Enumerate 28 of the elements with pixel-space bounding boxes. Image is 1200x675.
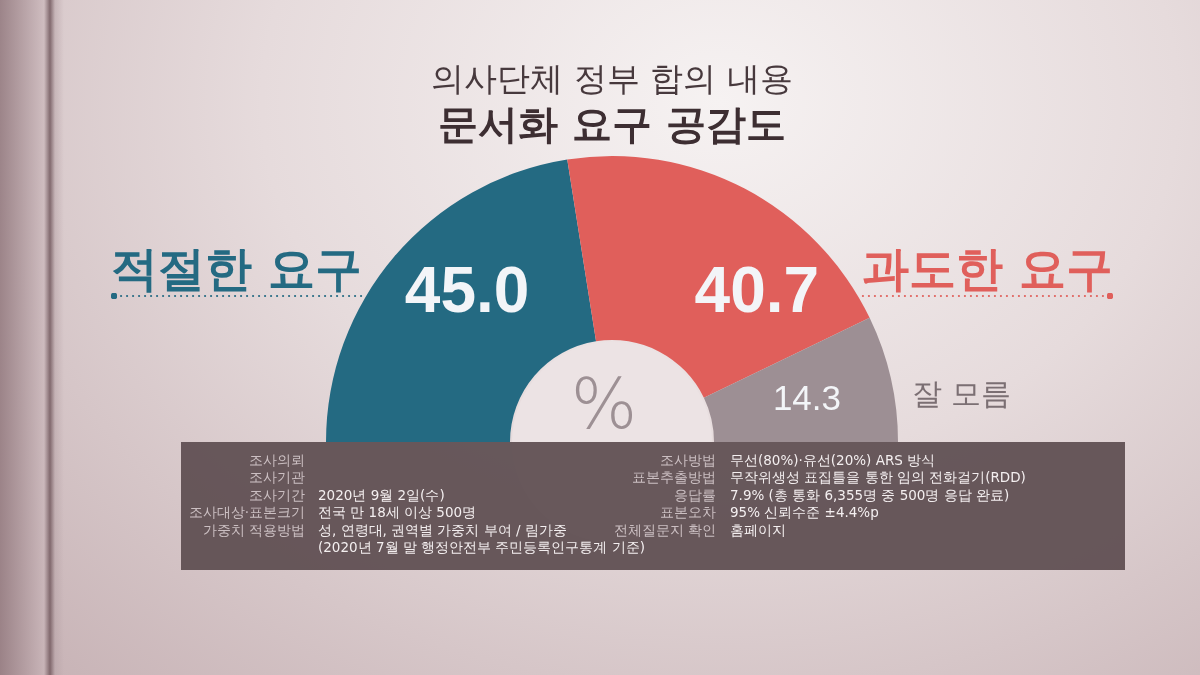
text: 가중치 적용방법 [202,521,305,538]
text: 조사대상·표본크기 [188,504,305,521]
text: 전국 만 18세 이상 500명 [318,504,477,521]
chart-title: 의사단체 정부 합의 내용 [431,59,793,98]
text: 조사기관 [249,469,305,486]
data-label: 40.7 [694,254,820,326]
data-label: 14.3 [772,377,842,417]
text: 전체질문지 확인 [613,521,716,538]
data-label: 45.0 [404,254,530,326]
text: 7.9% (총 통화 6,355명 중 500명 응답 완료) [730,486,1010,503]
text: 홈페이지 [730,521,786,538]
text: 응답률 [674,486,716,503]
text: 무작위생성 표집틀을 통한 임의 전화걸기(RDD) [730,469,1026,486]
text: 95% 신뢰수준 ±4.4%p [730,504,879,521]
text: % [570,363,638,445]
text: 표본오차 [660,504,716,521]
text: 조사방법 [660,452,716,468]
text: 성, 연령대, 권역별 가중치 부여 / 림가중 [318,521,567,538]
slice-label: 과도한 요구 [861,241,1114,296]
chart-subtitle: 문서화 요구 공감도 [438,101,786,147]
text: 무선(80%)·유선(20%) ARS 방식 [730,452,936,468]
text: 조사의뢰 [249,452,305,468]
text: 2020년 9월 2일(수) [318,486,445,503]
slice-label: 잘 모름 [911,376,1012,412]
text: 조사기간 [249,486,305,503]
text: 표본추출방법 [632,469,716,486]
text: (2020년 7월 말 행정안전부 주민등록인구통계 기준) [318,539,645,555]
slice-label: 적절한 요구 [110,241,363,296]
